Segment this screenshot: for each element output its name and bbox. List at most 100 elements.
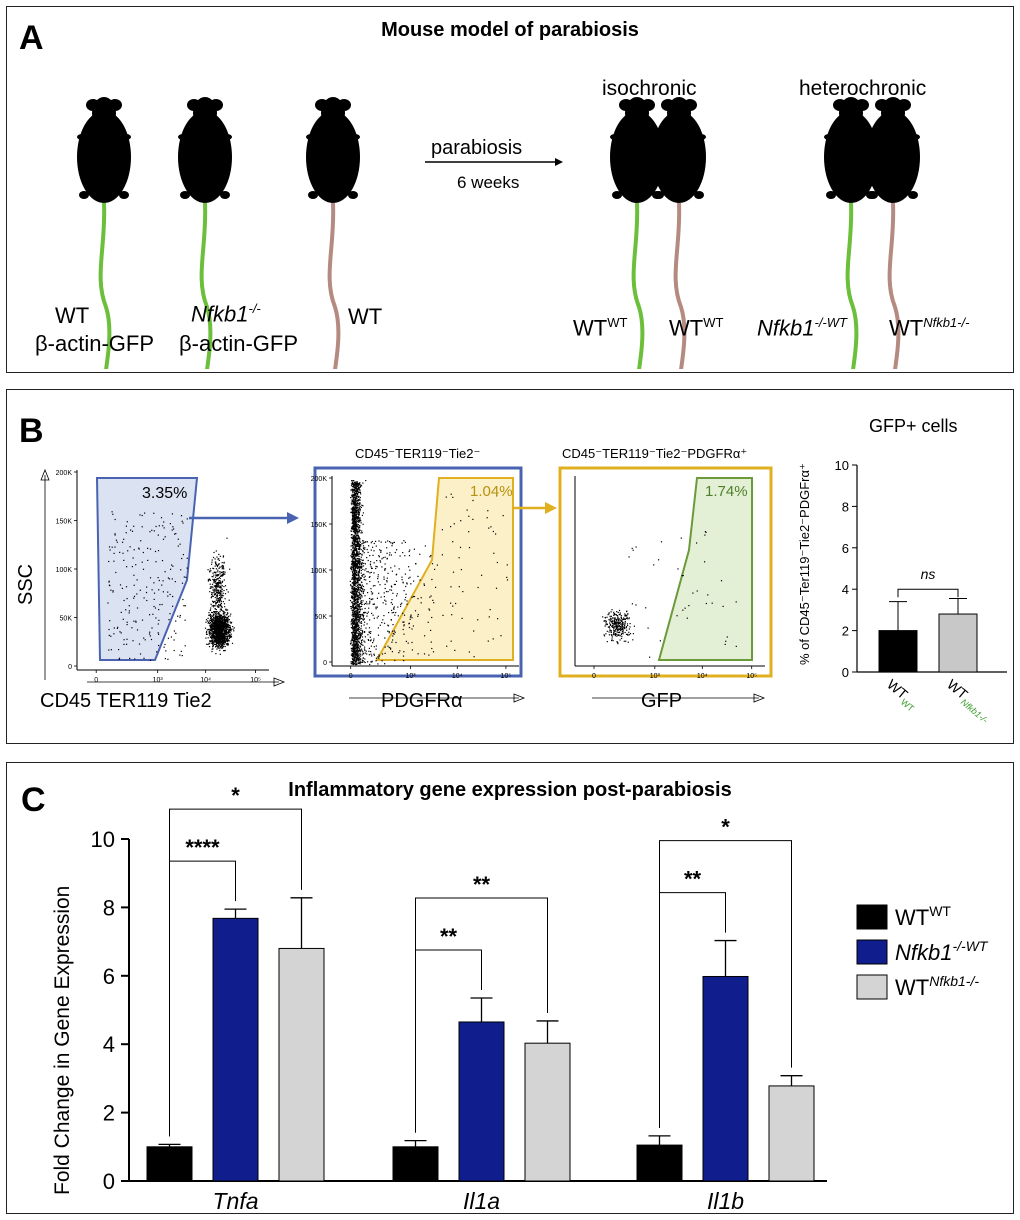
significance-bracket [169,808,302,1137]
event-dot [358,648,361,650]
event-dot [432,599,434,601]
event-dot [353,502,355,504]
event-dot [353,576,355,578]
event-dot [356,505,358,507]
event-dot [353,543,356,545]
event-dot [181,582,184,584]
event-dot [387,645,389,647]
event-dot [357,564,359,566]
event-dot [352,655,354,657]
event-dot [351,541,353,543]
event-dot [228,619,230,621]
event-dot [406,600,408,602]
event-dot [682,575,684,577]
event-dot [365,579,367,581]
event-dot [359,518,361,520]
event-dot [361,639,364,641]
event-dot [355,528,357,530]
event-dot [221,620,223,623]
event-dot [354,505,357,507]
event-dot [223,624,225,626]
het-wt-mouse [866,97,920,369]
event-dot [214,611,216,614]
event-dot [355,485,357,487]
event-dot [357,488,359,490]
event-dot [428,608,430,610]
event-dot [680,537,682,539]
event-dot [358,559,360,561]
event-dot [604,620,606,622]
event-dot [626,623,629,625]
event-dot [213,571,215,573]
event-dot [676,615,678,617]
event-dot [364,548,366,550]
event-dot [616,625,618,627]
event-dot [222,555,225,557]
event-dot [385,600,387,602]
event-dot [354,591,356,593]
event-dot [357,591,359,593]
event-dot [409,618,411,620]
event-dot [356,657,358,659]
event-dot [351,639,353,641]
event-dot [359,562,361,564]
event-dot [352,634,354,636]
event-dot [157,550,160,552]
event-dot [138,548,140,550]
event-dot [211,605,213,607]
event-dot [205,632,208,634]
event-dot [352,490,354,493]
event-dot [219,620,221,622]
event-dot [352,483,354,485]
event-dot [355,589,357,591]
event-dot [353,604,355,606]
gfp-y-tick-label: 0 [842,665,849,680]
event-dot [352,578,354,580]
event-dot [233,627,235,629]
event-dot [214,618,216,620]
event-dot [349,580,351,582]
event-dot [360,629,362,631]
event-dot [356,640,358,642]
event-dot [360,520,362,522]
event-dot [387,540,389,542]
event-dot [211,559,213,561]
event-dot [616,625,618,627]
event-dot [358,655,360,657]
event-dot [220,600,222,603]
event-dot [356,638,358,640]
event-dot [351,601,353,603]
event-dot [358,576,360,578]
x-tick-label: 10⁵ [746,673,757,680]
event-dot [352,583,354,585]
event-dot [210,623,212,625]
event-dot [226,637,228,639]
event-dot [360,597,362,599]
event-dot [352,637,355,639]
event-dot [351,613,353,615]
event-dot [370,566,372,568]
event-dot [361,608,363,610]
event-dot [356,623,358,625]
event-dot [168,578,171,580]
event-dot [455,602,457,605]
event-dot [221,628,223,630]
event-dot [217,643,219,645]
event-dot [705,602,707,605]
event-dot [359,508,361,510]
event-dot [221,624,223,627]
event-dot [354,520,356,523]
event-dot [358,567,361,569]
event-dot [126,638,128,640]
event-dot [134,658,136,660]
event-dot [122,552,124,554]
event-dot [362,565,365,567]
event-dot [352,508,355,510]
y-tick-label: 0 [103,1169,115,1194]
event-dot [217,585,219,587]
event-dot [369,640,372,642]
event-dot [620,623,622,625]
event-dot [364,631,366,633]
event-dot [357,660,359,662]
